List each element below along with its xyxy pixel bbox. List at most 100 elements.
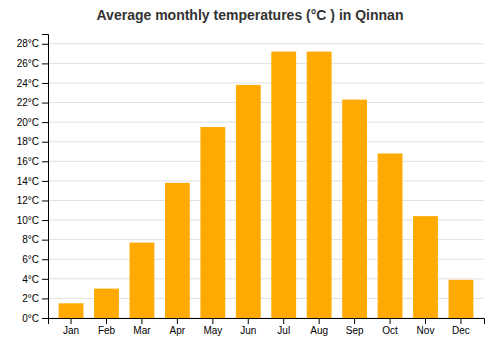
tick: Nov bbox=[417, 318, 435, 336]
tick: Mar bbox=[133, 318, 151, 336]
tick-label: 26°C bbox=[17, 58, 39, 69]
title: Average monthly temperatures (°C ) in Qi… bbox=[97, 7, 404, 23]
tick-label: Jul bbox=[277, 325, 290, 336]
tick-label: Jan bbox=[63, 325, 79, 336]
tick-mark bbox=[42, 161, 48, 162]
bar bbox=[449, 280, 474, 318]
tick-label: 14°C bbox=[17, 176, 39, 187]
tick: 8°C bbox=[22, 234, 48, 245]
grid bbox=[48, 44, 484, 318]
tick-label: Apr bbox=[170, 325, 186, 336]
tick-label: Oct bbox=[382, 325, 398, 336]
tick-label: May bbox=[203, 325, 222, 336]
axis-line bbox=[49, 319, 485, 325]
tick-mark bbox=[248, 318, 249, 324]
tick: 4°C bbox=[22, 274, 48, 285]
grid-line bbox=[48, 161, 484, 162]
tick-mark bbox=[42, 220, 48, 221]
tick-label: 12°C bbox=[17, 195, 39, 206]
tick-mark bbox=[42, 103, 48, 104]
tick-mark bbox=[106, 318, 107, 324]
bar bbox=[130, 243, 155, 318]
tick-mark bbox=[425, 318, 426, 324]
x-axis: Jan Feb Mar Apr May Jun Jul Aug Sep Oct Nov Dec bbox=[49, 318, 485, 336]
tick-mark bbox=[319, 318, 320, 324]
tick-mark bbox=[283, 318, 284, 324]
grid-line bbox=[48, 180, 484, 181]
tick-label: 16°C bbox=[17, 156, 39, 167]
tick-mark bbox=[42, 279, 48, 280]
bar bbox=[307, 52, 332, 318]
tick-mark bbox=[42, 298, 48, 299]
tick-label: 6°C bbox=[22, 254, 39, 265]
tick-label: Feb bbox=[98, 325, 116, 336]
tick-mark bbox=[460, 318, 461, 324]
tick-label: Dec bbox=[452, 325, 470, 336]
bar bbox=[200, 127, 225, 318]
grid-line bbox=[48, 102, 484, 103]
tick-mark bbox=[42, 63, 48, 64]
tick: Dec bbox=[452, 318, 470, 336]
tick: Oct bbox=[382, 318, 398, 336]
tick: Apr bbox=[170, 318, 186, 336]
tick-label: 4°C bbox=[22, 274, 39, 285]
tick: 26°C bbox=[17, 58, 48, 69]
tick-mark bbox=[390, 318, 391, 324]
grid-line bbox=[48, 63, 484, 64]
tick: Feb bbox=[98, 318, 116, 336]
grid-line bbox=[48, 141, 484, 142]
tick: Aug bbox=[310, 318, 328, 336]
bar bbox=[59, 303, 84, 318]
tick-label: 0°C bbox=[22, 313, 39, 324]
tick-label: 18°C bbox=[17, 136, 39, 147]
tick: 16°C bbox=[17, 156, 48, 167]
grid-line bbox=[48, 82, 484, 83]
tick-label: Mar bbox=[133, 325, 151, 336]
tick-mark bbox=[42, 122, 48, 123]
plot: 0°C 2°C 4°C 6°C 8°C 10°C 12°C 14°C 16°C 18°C 20°C 2… bbox=[17, 35, 485, 337]
y-axis: 0°C 2°C 4°C 6°C 8°C 10°C 12°C 14°C 16°C 18°C 20°C 2… bbox=[17, 35, 49, 324]
tick: 18°C bbox=[17, 136, 48, 147]
grid-line bbox=[48, 122, 484, 123]
tick-mark bbox=[42, 142, 48, 143]
tick-mark bbox=[42, 318, 48, 319]
tick-label: 2°C bbox=[22, 293, 39, 304]
tick-label: 28°C bbox=[17, 38, 39, 49]
tick: Sep bbox=[346, 318, 364, 336]
tick-label: Jun bbox=[240, 325, 256, 336]
bar bbox=[413, 216, 438, 318]
tick-mark bbox=[354, 318, 355, 324]
tick: 20°C bbox=[17, 117, 48, 128]
tick: 24°C bbox=[17, 78, 48, 89]
tick: 10°C bbox=[17, 215, 48, 226]
tick-label: Sep bbox=[346, 325, 364, 336]
bars bbox=[59, 52, 474, 318]
tick: Jan bbox=[63, 318, 79, 336]
tick-mark bbox=[177, 318, 178, 324]
tick: 0°C bbox=[22, 313, 48, 324]
bar bbox=[378, 153, 403, 318]
tick: Jul bbox=[277, 318, 290, 336]
tick-label: 20°C bbox=[17, 117, 39, 128]
tick-label: 24°C bbox=[17, 78, 39, 89]
tick: May bbox=[203, 318, 222, 336]
bar bbox=[94, 289, 119, 318]
bar bbox=[342, 100, 367, 318]
bar bbox=[165, 183, 190, 318]
tick-mark bbox=[141, 318, 142, 324]
grid-line bbox=[48, 200, 484, 201]
tick-mark bbox=[42, 259, 48, 260]
tick-label: Nov bbox=[417, 325, 435, 336]
tick: 22°C bbox=[17, 97, 48, 108]
tick: 2°C bbox=[22, 293, 48, 304]
tick: Jun bbox=[240, 318, 256, 336]
tick-mark bbox=[42, 44, 48, 45]
tick: 28°C bbox=[17, 38, 48, 49]
tick-mark bbox=[71, 318, 72, 324]
tick: 6°C bbox=[22, 254, 48, 265]
tick-mark bbox=[42, 181, 48, 182]
tick-mark bbox=[42, 240, 48, 241]
bar bbox=[271, 52, 296, 318]
tick-mark bbox=[42, 200, 48, 201]
tick-mark bbox=[42, 83, 48, 84]
